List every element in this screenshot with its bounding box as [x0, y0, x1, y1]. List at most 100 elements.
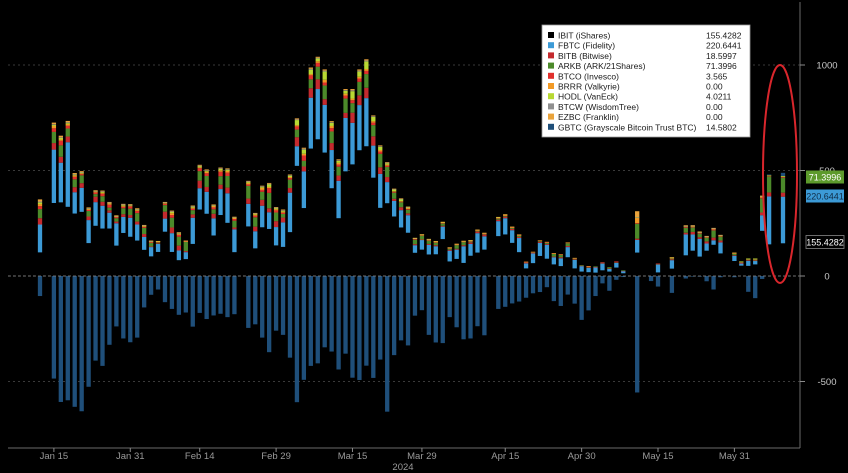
bar-segment	[780, 172, 786, 176]
bar-segment	[357, 81, 362, 96]
bar-segment	[364, 61, 369, 70]
bar-segment	[51, 202, 57, 276]
bar-segment	[350, 100, 355, 104]
bar-segment	[72, 175, 77, 177]
bar-segment	[753, 259, 758, 261]
bar-segment	[121, 205, 126, 207]
bar-segment	[419, 239, 425, 250]
bar-segment	[197, 167, 202, 169]
bar-segment	[746, 260, 751, 266]
bar-segment	[107, 203, 112, 205]
bar-segment	[183, 252, 188, 260]
bar-segment	[357, 150, 362, 276]
legend-entry: GBTC (Grayscale Bitcoin Trust BTC) 14.580…	[548, 122, 737, 132]
bar-segment	[565, 247, 570, 258]
bar-stacks	[37, 56, 786, 412]
bar-segment	[329, 128, 334, 132]
bar-segment	[280, 217, 286, 223]
legend-label: IBIT (iShares)	[558, 31, 610, 41]
bar-segment	[385, 276, 390, 412]
bar-segment	[142, 234, 147, 237]
bar-segment	[711, 228, 716, 229]
bar-segment	[732, 255, 737, 262]
bar-segment	[301, 208, 307, 276]
bar-segment	[746, 258, 751, 260]
bar-segment	[433, 276, 438, 343]
bar-segment	[183, 240, 188, 242]
bar-segment	[322, 71, 327, 80]
bar-segment	[357, 71, 362, 77]
bar-segment	[614, 262, 619, 268]
bar-segment	[86, 208, 91, 210]
legend-value: 0.00	[706, 112, 723, 122]
bar-segment	[760, 195, 765, 197]
bar-segment	[586, 266, 591, 268]
x-tick-label: Feb 29	[261, 451, 291, 462]
bar-segment	[260, 205, 265, 228]
x-tick-label: Jan 31	[116, 451, 145, 462]
bar-segment	[523, 262, 529, 264]
bar-segment	[704, 243, 709, 251]
bar-segment	[461, 262, 466, 276]
bar-segment	[142, 249, 147, 276]
bar-segment	[496, 276, 501, 309]
bar-segment	[433, 245, 438, 247]
bar-segment	[183, 241, 188, 252]
bar-segment	[218, 176, 223, 185]
bar-segment	[753, 258, 758, 260]
bar-segment	[440, 239, 445, 276]
bar-segment	[93, 191, 98, 193]
bar-segment	[357, 78, 362, 82]
bar-segment	[142, 224, 147, 226]
bar-segment	[322, 69, 327, 71]
bar-segment	[371, 145, 376, 178]
bar-segment	[79, 175, 84, 184]
bar-segment	[315, 61, 320, 63]
bar-segment	[197, 168, 202, 172]
bar-segment	[225, 187, 230, 194]
bar-segment	[267, 228, 272, 276]
bar-segment	[287, 232, 293, 276]
bar-segment	[100, 205, 105, 229]
bar-segment	[468, 241, 473, 243]
legend-value: 3.565	[706, 71, 728, 81]
bar-segment	[461, 245, 466, 247]
bar-segment	[246, 181, 251, 183]
bar-segment	[468, 276, 473, 339]
bar-segment	[704, 237, 709, 238]
bar-segment	[246, 180, 251, 182]
bar-segment	[225, 172, 230, 176]
bar-segment	[475, 229, 480, 231]
bar-segment	[558, 258, 563, 267]
bar-segment	[510, 230, 515, 243]
bar-segment	[621, 270, 626, 271]
bar-segment	[697, 256, 702, 276]
bar-segment	[683, 225, 688, 226]
y-tick-label: 1000	[816, 61, 837, 72]
x-tick-label: Mar 29	[407, 451, 437, 462]
bar-segment	[322, 99, 327, 105]
bar-segment	[530, 263, 536, 276]
bar-segment	[544, 243, 550, 245]
bar-segment	[58, 139, 63, 141]
bar-segment	[329, 131, 334, 144]
bar-segment	[586, 276, 591, 311]
bar-segment	[308, 79, 313, 89]
bar-segment	[739, 263, 744, 266]
bar-segment	[329, 276, 334, 352]
bar-segment	[704, 236, 709, 237]
bar-segment	[475, 276, 480, 327]
bar-segment	[308, 276, 313, 366]
bar-segment	[516, 234, 522, 236]
bar-segment	[496, 219, 501, 222]
bar-segment	[79, 172, 84, 174]
bar-segment	[544, 258, 550, 276]
bar-segment	[169, 251, 175, 276]
bar-segment	[697, 231, 702, 233]
bar-segment	[405, 209, 411, 214]
bar-segment	[454, 276, 459, 328]
bar-segment	[51, 149, 57, 203]
bar-segment	[280, 210, 286, 212]
bar-segment	[162, 205, 168, 212]
bar-segment	[503, 218, 508, 235]
